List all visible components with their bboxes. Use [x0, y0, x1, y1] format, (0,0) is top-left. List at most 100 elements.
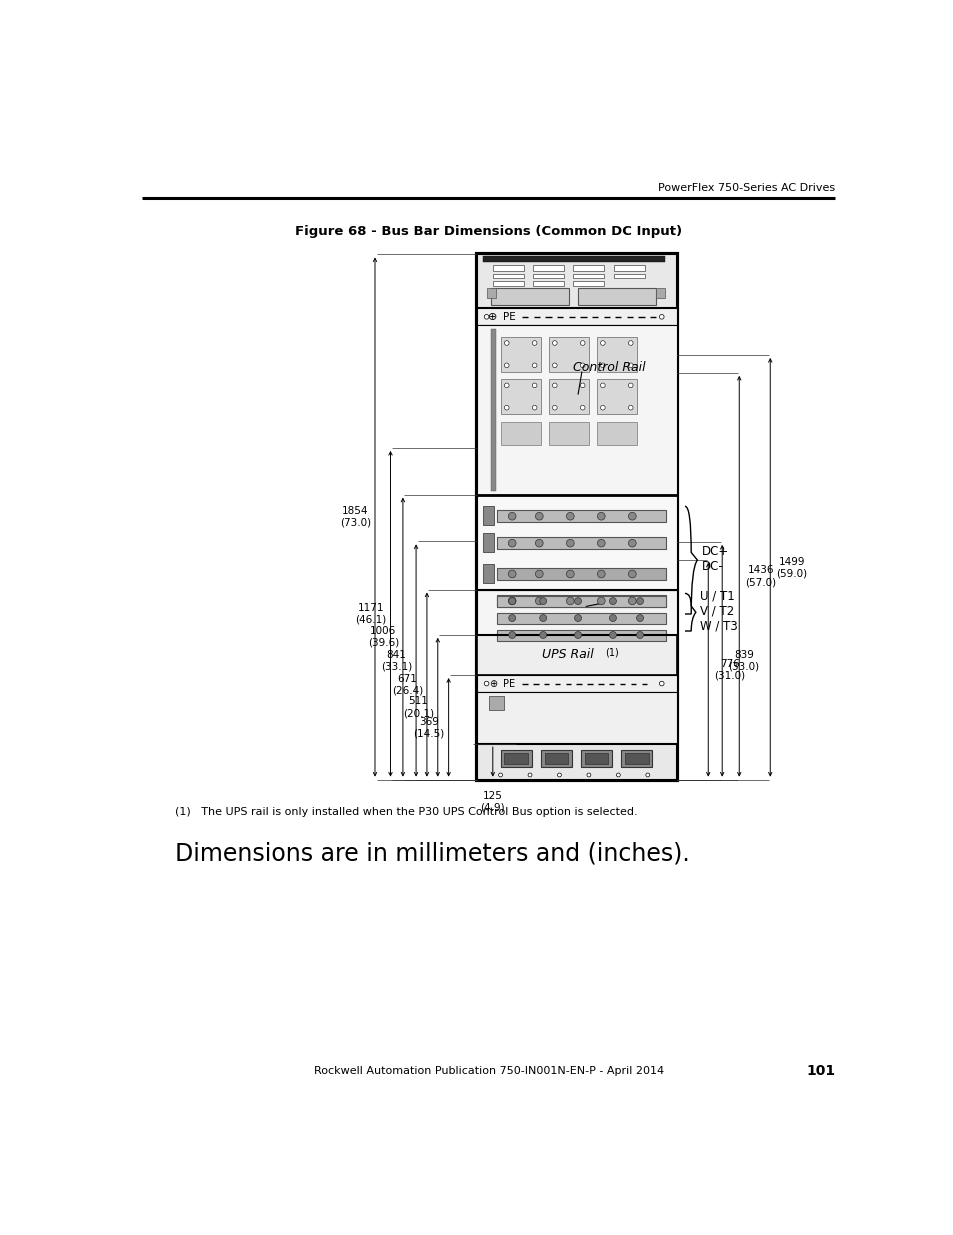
Circle shape — [628, 571, 636, 578]
Text: 839
(33.0): 839 (33.0) — [728, 650, 759, 672]
Text: 125
(4.9): 125 (4.9) — [480, 792, 504, 813]
Bar — [544, 753, 567, 764]
Bar — [500, 337, 540, 372]
Bar — [580, 751, 612, 767]
Text: PE: PE — [502, 678, 515, 689]
Bar — [483, 506, 494, 525]
Bar — [476, 635, 677, 676]
Bar — [476, 254, 677, 779]
Circle shape — [628, 383, 633, 388]
Bar — [548, 421, 588, 445]
Circle shape — [532, 383, 537, 388]
Circle shape — [579, 363, 584, 368]
Circle shape — [484, 682, 488, 685]
Circle shape — [539, 615, 546, 621]
Circle shape — [574, 615, 581, 621]
Bar — [533, 274, 563, 278]
Bar — [476, 745, 677, 779]
Bar — [497, 630, 665, 641]
Circle shape — [636, 631, 643, 638]
Circle shape — [508, 597, 516, 605]
Circle shape — [597, 571, 604, 578]
Bar — [483, 534, 494, 552]
Circle shape — [508, 631, 516, 638]
Text: PowerFlex 750-Series AC Drives: PowerFlex 750-Series AC Drives — [658, 183, 835, 193]
Circle shape — [628, 513, 636, 520]
Bar — [488, 695, 504, 710]
Bar — [486, 288, 496, 298]
Text: 369
(14.5): 369 (14.5) — [413, 716, 444, 739]
Text: U / T1
V / T2
W / T3: U / T1 V / T2 W / T3 — [700, 589, 738, 632]
Circle shape — [597, 513, 604, 520]
Circle shape — [566, 597, 574, 605]
Circle shape — [535, 571, 542, 578]
Bar — [596, 421, 637, 445]
Circle shape — [597, 540, 604, 547]
Bar — [500, 421, 540, 445]
Bar — [596, 337, 637, 372]
Bar — [578, 288, 655, 305]
Circle shape — [552, 405, 557, 410]
Bar — [548, 379, 588, 414]
Circle shape — [508, 615, 516, 621]
Text: ⊕: ⊕ — [488, 311, 497, 322]
Circle shape — [504, 341, 509, 346]
Text: 101: 101 — [805, 1063, 835, 1078]
Text: 511
(20.1): 511 (20.1) — [402, 697, 434, 718]
Circle shape — [599, 341, 604, 346]
Circle shape — [566, 540, 574, 547]
Text: Dimensions are in millimeters and (inches).: Dimensions are in millimeters and (inche… — [174, 841, 689, 866]
Circle shape — [636, 598, 643, 605]
Circle shape — [566, 513, 574, 520]
Text: 841
(33.1): 841 (33.1) — [380, 650, 412, 672]
Text: 671
(26.4): 671 (26.4) — [392, 674, 422, 695]
Circle shape — [645, 773, 649, 777]
Bar — [620, 751, 652, 767]
Circle shape — [552, 341, 557, 346]
Circle shape — [539, 631, 546, 638]
Text: Rockwell Automation Publication 750-IN001N-EN-P - April 2014: Rockwell Automation Publication 750-IN00… — [314, 1066, 663, 1076]
Text: 1006
(39.6): 1006 (39.6) — [368, 626, 398, 648]
Bar — [493, 266, 523, 270]
Circle shape — [599, 363, 604, 368]
Circle shape — [504, 383, 509, 388]
Bar — [476, 495, 677, 589]
Circle shape — [659, 682, 663, 685]
Circle shape — [579, 405, 584, 410]
Bar — [476, 254, 677, 309]
Text: UPS Rail: UPS Rail — [541, 648, 597, 662]
Bar — [548, 337, 588, 372]
Bar — [655, 288, 664, 298]
Bar — [493, 282, 523, 287]
Text: 1436
(57.0): 1436 (57.0) — [744, 566, 776, 587]
Circle shape — [504, 405, 509, 410]
Bar — [533, 282, 563, 287]
Circle shape — [539, 598, 546, 605]
Bar — [483, 564, 494, 583]
Circle shape — [574, 631, 581, 638]
Bar — [613, 274, 644, 278]
Circle shape — [628, 341, 633, 346]
Bar — [573, 266, 604, 270]
Circle shape — [579, 341, 584, 346]
Bar — [476, 692, 677, 745]
Bar — [476, 309, 677, 325]
Bar — [624, 753, 648, 764]
Bar — [573, 274, 604, 278]
Circle shape — [484, 315, 488, 319]
Text: (1)   The UPS rail is only installed when the P30 UPS Control Bus option is sele: (1) The UPS rail is only installed when … — [174, 806, 637, 816]
Circle shape — [609, 598, 616, 605]
Circle shape — [552, 363, 557, 368]
Circle shape — [599, 383, 604, 388]
Circle shape — [504, 363, 509, 368]
Bar — [613, 266, 644, 270]
Circle shape — [579, 383, 584, 388]
Text: 1499
(59.0): 1499 (59.0) — [776, 557, 807, 578]
Text: 776
(31.0): 776 (31.0) — [714, 659, 745, 680]
Circle shape — [574, 598, 581, 605]
Circle shape — [557, 773, 560, 777]
Circle shape — [535, 540, 542, 547]
Bar — [483, 256, 664, 262]
Circle shape — [528, 773, 532, 777]
Circle shape — [535, 597, 542, 605]
